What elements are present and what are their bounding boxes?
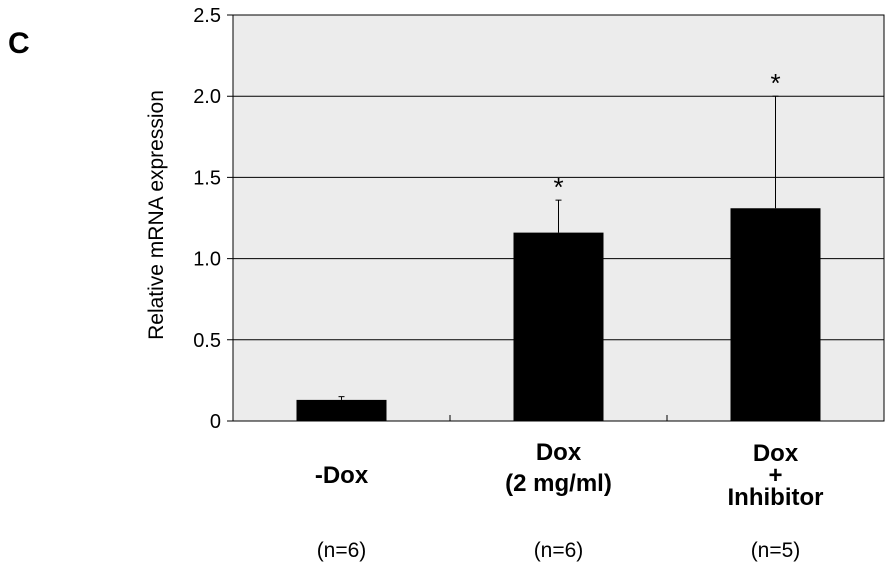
- bar: [296, 399, 387, 421]
- x-category-label: (2 mg/ml): [505, 470, 612, 497]
- y-tick-label: 2.5: [193, 5, 221, 27]
- y-tick-label: 1.0: [193, 249, 221, 271]
- significance-marker: *: [770, 68, 780, 98]
- x-category-label: -Dox: [315, 462, 369, 489]
- sample-size-label: (n=6): [534, 539, 584, 562]
- y-axis-label: Relative mRNA expression: [145, 90, 168, 340]
- bar: [730, 208, 821, 421]
- panel-label: C: [8, 27, 30, 60]
- x-category-label: Inhibitor: [728, 484, 824, 511]
- x-category-label: +: [768, 462, 782, 489]
- bar: [513, 232, 604, 421]
- sample-size-label: (n=5): [751, 539, 801, 562]
- y-tick-label: 0: [210, 411, 221, 433]
- sample-size-label: (n=6): [317, 539, 367, 562]
- x-category-label: Dox: [753, 440, 799, 467]
- y-tick-label: 2.0: [193, 86, 221, 108]
- y-tick-label: 0.5: [193, 330, 221, 352]
- significance-marker: *: [553, 172, 563, 202]
- y-tick-label: 1.5: [193, 167, 221, 189]
- x-category-label: Dox: [536, 439, 582, 466]
